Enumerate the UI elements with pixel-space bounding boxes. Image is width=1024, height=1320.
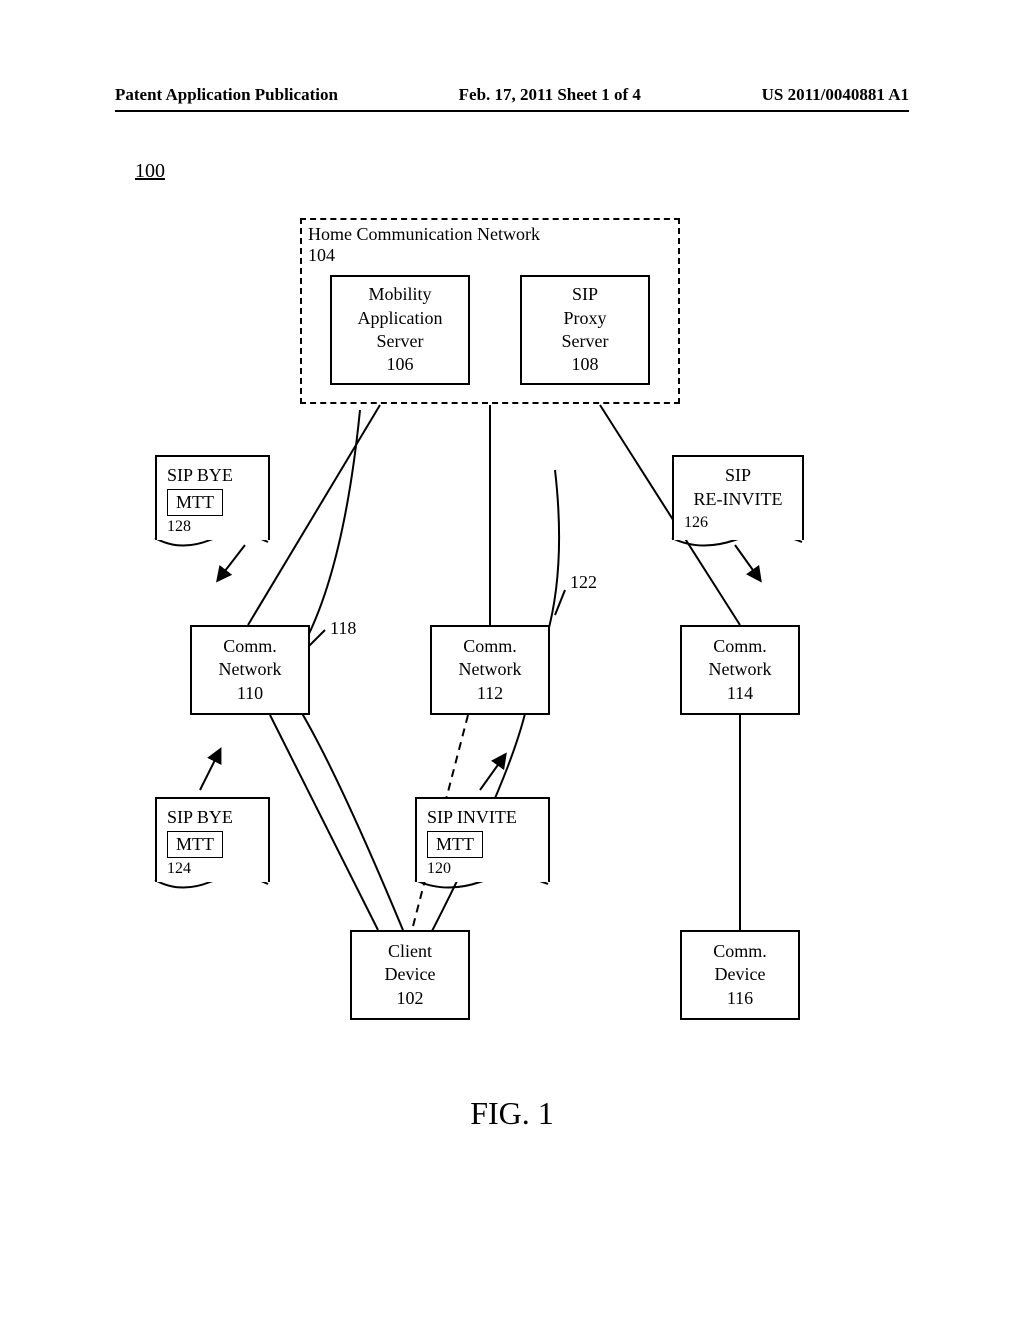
client-id: 102 bbox=[397, 987, 424, 1010]
cn112-l2: Network bbox=[459, 658, 522, 681]
cb124-title: SIP BYE bbox=[167, 805, 233, 829]
comm-network-114: Comm. Network 114 bbox=[680, 625, 800, 715]
cn110-l1: Comm. bbox=[223, 635, 277, 658]
cn114-id: 114 bbox=[727, 682, 753, 705]
cb120-title: SIP INVITE bbox=[427, 805, 517, 829]
header-rule bbox=[115, 110, 909, 112]
cb124-id: 124 bbox=[167, 858, 191, 880]
home-network-title: Home Communication Network bbox=[308, 224, 540, 244]
cb126-l1: SIP bbox=[725, 463, 751, 487]
home-network-label: Home Communication Network 104 bbox=[308, 224, 540, 266]
figure-ref-100: 100 bbox=[135, 160, 165, 183]
sipproxy-l1: SIP bbox=[572, 283, 598, 306]
comm-device-box: Comm. Device 116 bbox=[680, 930, 800, 1020]
cb120-tag: MTT bbox=[427, 831, 483, 857]
commdev-l1: Comm. bbox=[713, 940, 767, 963]
client-l1: Client bbox=[388, 940, 432, 963]
sipproxy-l3: Server bbox=[562, 330, 609, 353]
commdev-id: 116 bbox=[727, 987, 753, 1010]
header-right: US 2011/0040881 A1 bbox=[762, 85, 909, 105]
header-left: Patent Application Publication bbox=[115, 85, 338, 105]
cb128-tag: MTT bbox=[167, 489, 223, 515]
comm-network-112: Comm. Network 112 bbox=[430, 625, 550, 715]
cb126-l2: RE-INVITE bbox=[694, 487, 783, 511]
callout-sip-bye-124: SIP BYE MTT 124 bbox=[155, 797, 270, 882]
client-l2: Device bbox=[385, 963, 436, 986]
ref-122: 122 bbox=[570, 572, 597, 593]
mobility-l1: Mobility bbox=[368, 283, 431, 306]
callout-sip-invite-120: SIP INVITE MTT 120 bbox=[415, 797, 550, 882]
cn110-id: 110 bbox=[237, 682, 263, 705]
mobility-app-server-box: Mobility Application Server 106 bbox=[330, 275, 470, 385]
cb124-tag: MTT bbox=[167, 831, 223, 857]
ref-118: 118 bbox=[330, 618, 356, 639]
mobility-l2: Application bbox=[358, 307, 443, 330]
sip-proxy-server-box: SIP Proxy Server 108 bbox=[520, 275, 650, 385]
sipproxy-id: 108 bbox=[572, 353, 599, 376]
cb128-title: SIP BYE bbox=[167, 463, 233, 487]
cn110-l2: Network bbox=[219, 658, 282, 681]
figure-caption: FIG. 1 bbox=[0, 1095, 1024, 1132]
mobility-id: 106 bbox=[387, 353, 414, 376]
cb120-id: 120 bbox=[427, 858, 451, 880]
page: Patent Application Publication Feb. 17, … bbox=[0, 0, 1024, 1320]
cn112-id: 112 bbox=[477, 682, 503, 705]
cn114-l2: Network bbox=[709, 658, 772, 681]
mobility-l3: Server bbox=[377, 330, 424, 353]
callout-sip-bye-128: SIP BYE MTT 128 bbox=[155, 455, 270, 540]
home-network-id: 104 bbox=[308, 245, 335, 265]
cn114-l1: Comm. bbox=[713, 635, 767, 658]
page-header: Patent Application Publication Feb. 17, … bbox=[115, 85, 909, 105]
sipproxy-l2: Proxy bbox=[563, 307, 606, 330]
commdev-l2: Device bbox=[715, 963, 766, 986]
client-device-box: Client Device 102 bbox=[350, 930, 470, 1020]
header-mid: Feb. 17, 2011 Sheet 1 of 4 bbox=[459, 85, 641, 105]
cb128-id: 128 bbox=[167, 516, 191, 538]
callout-sip-reinvite-126: SIP RE-INVITE 126 bbox=[672, 455, 804, 540]
comm-network-110: Comm. Network 110 bbox=[190, 625, 310, 715]
cb126-id: 126 bbox=[684, 512, 708, 534]
cn112-l1: Comm. bbox=[463, 635, 517, 658]
